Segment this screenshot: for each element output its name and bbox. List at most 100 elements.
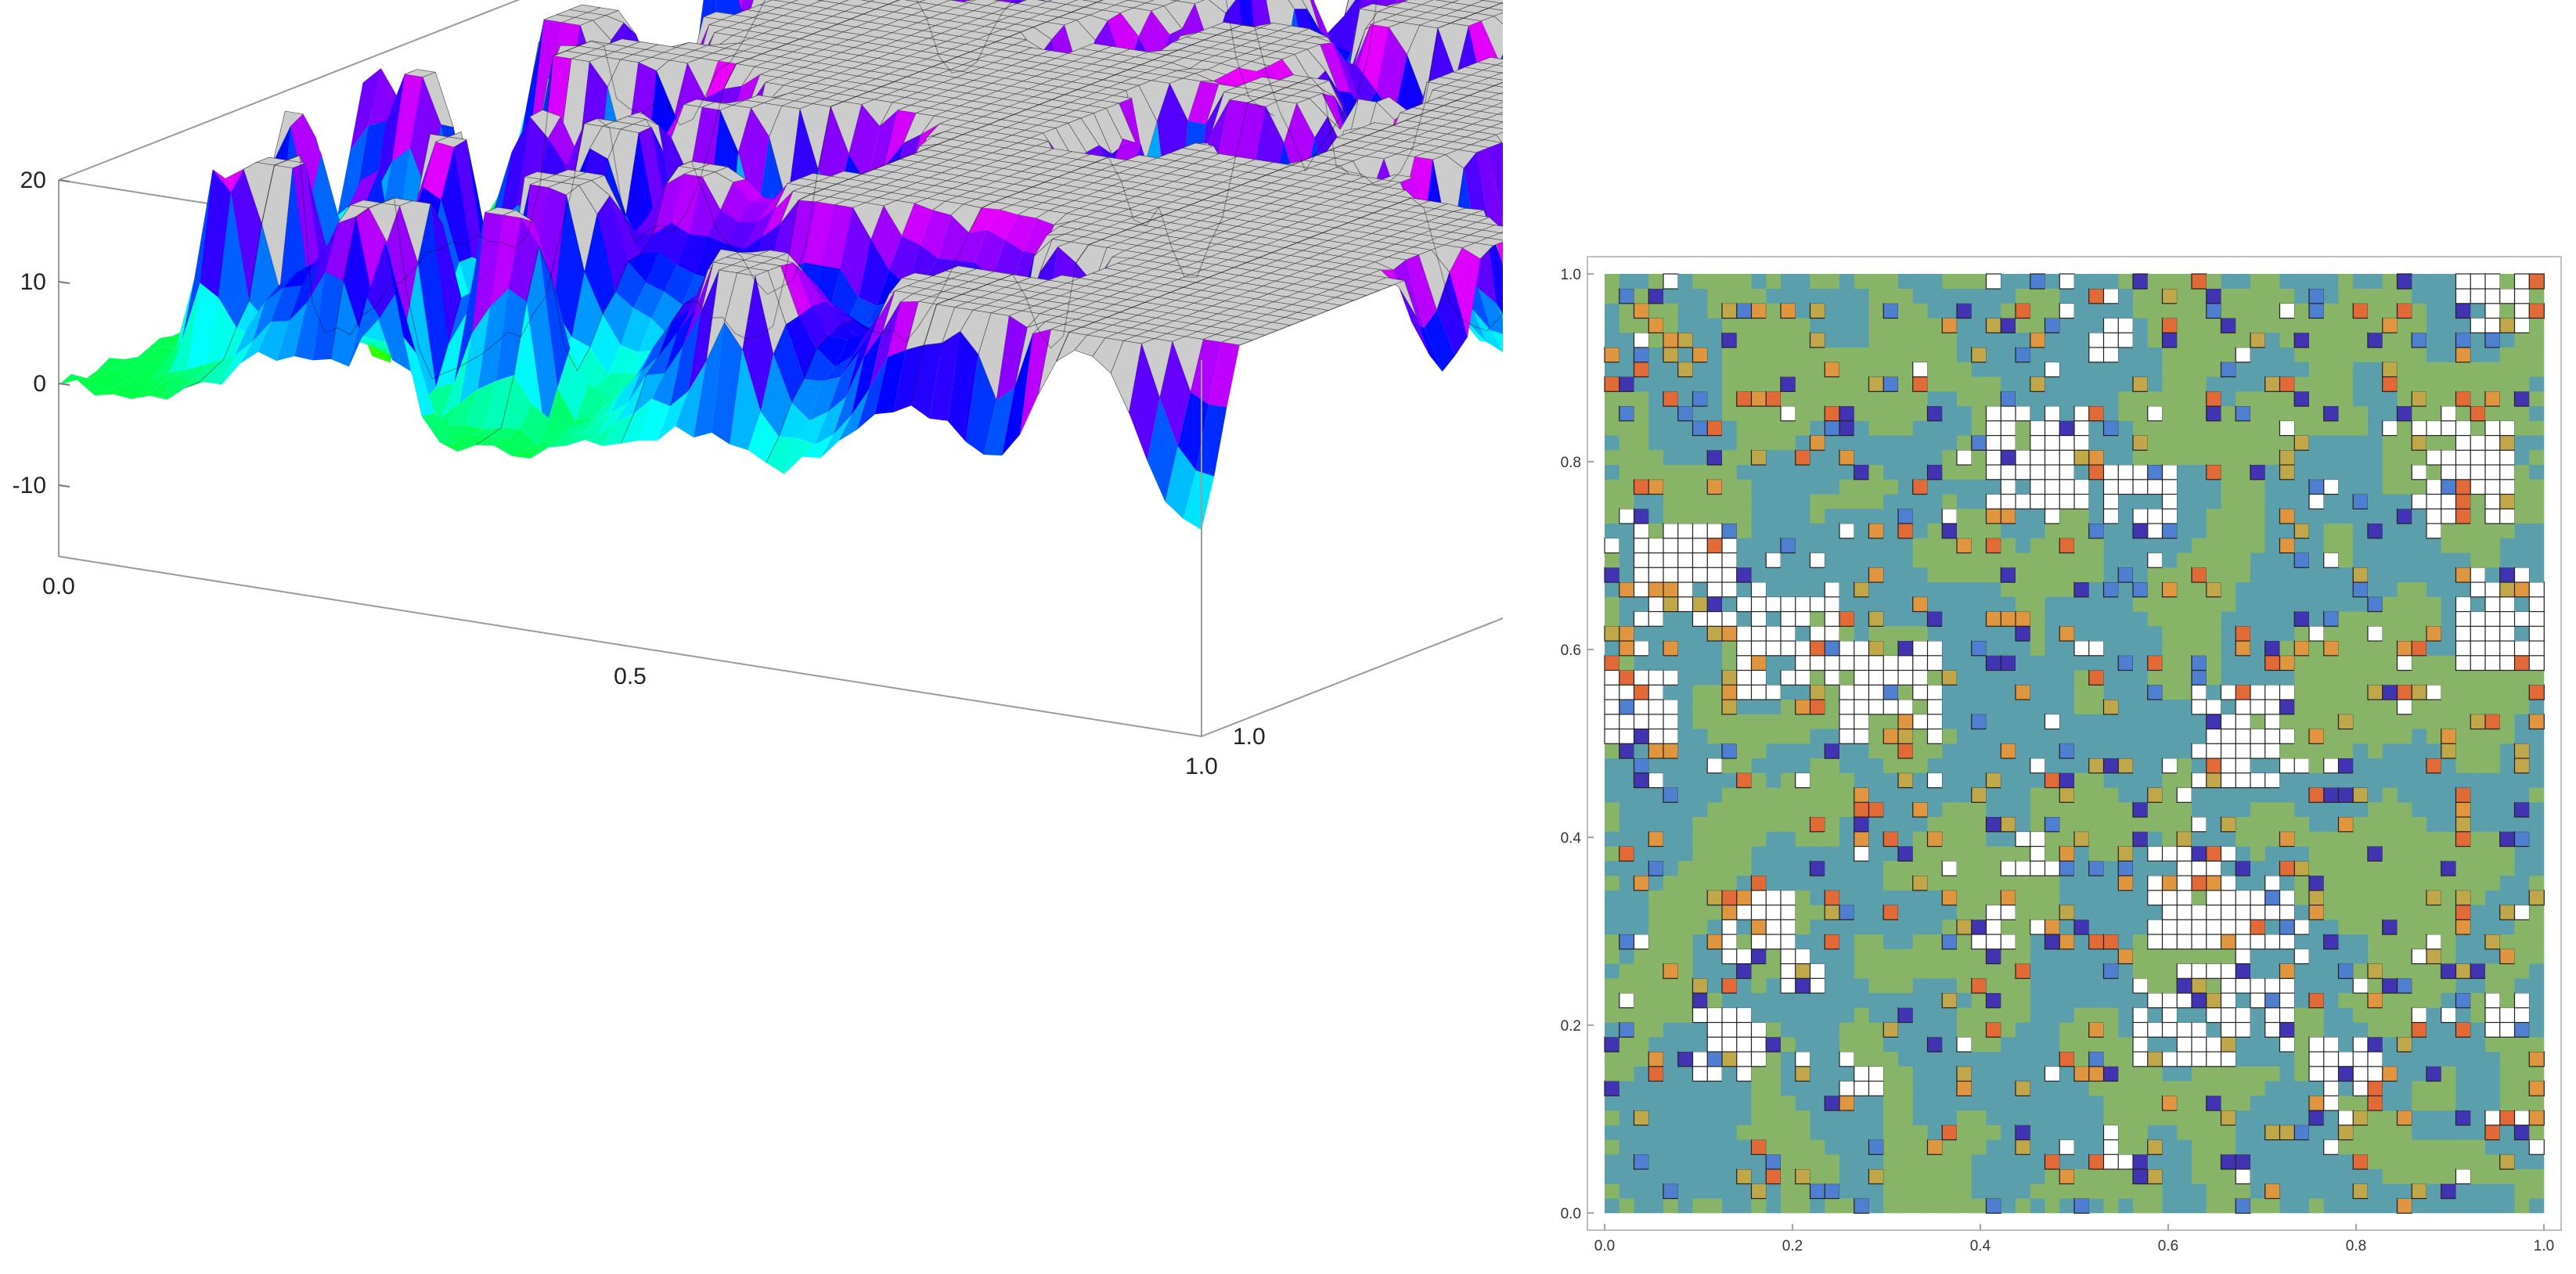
heatmap-cell [1766,376,1782,392]
heatmap-cell [1781,1007,1796,1023]
heatmap-cell [1707,1183,1723,1199]
heatmap-cell [1677,450,1693,466]
heatmap-cell [1780,904,1796,920]
surface-patch [459,306,491,404]
heatmap-cell [1795,890,1810,905]
heatmap-cell [1706,567,1723,583]
heatmap-cell [1706,523,1723,539]
heatmap-cell [1722,714,1738,729]
heatmap-cell [1721,302,1738,319]
heatmap-cell [1619,920,1634,935]
heatmap-cell [1721,919,1738,935]
heatmap-cell [1707,274,1723,290]
surface-patch [773,324,805,403]
heatmap-cell [1677,1037,1693,1053]
heatmap-cell [1810,538,1825,553]
surface-patch [453,139,485,263]
heatmap-cell [1825,1110,1840,1125]
heatmap-cell [1706,1021,1723,1038]
heatmap-cell [1766,655,1782,671]
heatmap-cell [1634,905,1649,920]
surface-patch [738,107,769,222]
heatmap-cell [1648,420,1664,436]
heatmap-cell [1810,846,1825,862]
heatmap-cell [1663,1168,1679,1184]
surface-patch [169,283,200,373]
heatmap-cell [1692,640,1708,656]
surface-patch [472,212,503,333]
heatmap-cell [1663,772,1679,788]
heatmap-cell [1633,772,1650,789]
heatmap-cell [1766,509,1782,524]
heatmap-cell [1766,362,1782,377]
surface-patch [730,350,761,451]
heatmap-cell [1722,420,1738,436]
heatmap-cell [1619,347,1634,362]
heatmap-cell [1663,743,1679,759]
heatmap-cell [1648,713,1664,730]
heatmap-cell [1781,1066,1796,1081]
surface-patch [373,74,405,197]
heatmap-cell [1810,288,1825,304]
heatmap-cell [1663,861,1679,876]
heatmap-cell [1634,802,1649,818]
surface-patch [633,283,665,319]
surface-patch [874,350,906,415]
heatmap-cell [1721,552,1738,568]
heatmap-cell [1707,347,1723,362]
heatmap-cell [1781,333,1796,348]
heatmap-cell [1634,1066,1649,1081]
heatmap-cell [1634,420,1649,436]
surface-patch [784,437,816,474]
surface-patch [568,411,600,428]
surface-patch [615,261,647,308]
surface-patch [125,376,157,394]
heatmap-cell [1633,478,1650,495]
heatmap-cell [1692,934,1708,949]
surface-patch [793,262,824,308]
heatmap-cell [1634,1081,1649,1096]
surface-patch [348,169,380,207]
heatmap-cell [1809,1182,1826,1200]
plot3d-surface [59,0,1503,530]
heatmap-cell [1663,509,1679,524]
heatmap-cell [1648,1022,1664,1038]
heatmap-cell [1736,978,1752,994]
surface-patch [760,354,792,437]
heatmap-cell [1648,978,1664,994]
heatmap-cell [1648,1110,1664,1125]
surface-patch [483,375,514,430]
heatmap-cell [1677,963,1693,979]
heatmap-cell [1795,1139,1810,1155]
heatmap-cell [1692,1183,1708,1199]
surface-patch [312,272,344,361]
heatmap-cell [1677,978,1693,994]
surface-patch [290,113,322,208]
surface-patch [218,192,250,328]
heatmap-cell [1633,684,1650,700]
heatmap-cell [1765,1153,1782,1170]
heatmap-cell [1692,435,1708,451]
heatmap-cell [1751,831,1767,847]
surface-patch [1478,288,1503,334]
surface-patch [947,331,978,442]
surface-patch [621,398,652,444]
heatmap-cell [1810,611,1825,627]
surface-patch [695,236,726,280]
surface-patch [851,332,883,416]
heatmap-cell [1810,1007,1825,1023]
heatmap-cell [1707,714,1723,729]
surface-patch [987,210,1018,240]
surface-patch [1129,344,1160,461]
heatmap-cell [1677,802,1693,818]
heatmap-cell [1825,831,1840,847]
heatmap-cell [1795,581,1810,597]
heatmap-cell [1795,1168,1811,1185]
heatmap-cell [1750,1036,1767,1053]
heatmap-cell [1736,1051,1753,1067]
heatmap-cell [1677,405,1694,422]
surface-patch [454,212,485,384]
heatmap-cell [1781,816,1796,832]
heatmap-cell [1605,581,1620,597]
heatmap-cell [1795,992,1810,1008]
